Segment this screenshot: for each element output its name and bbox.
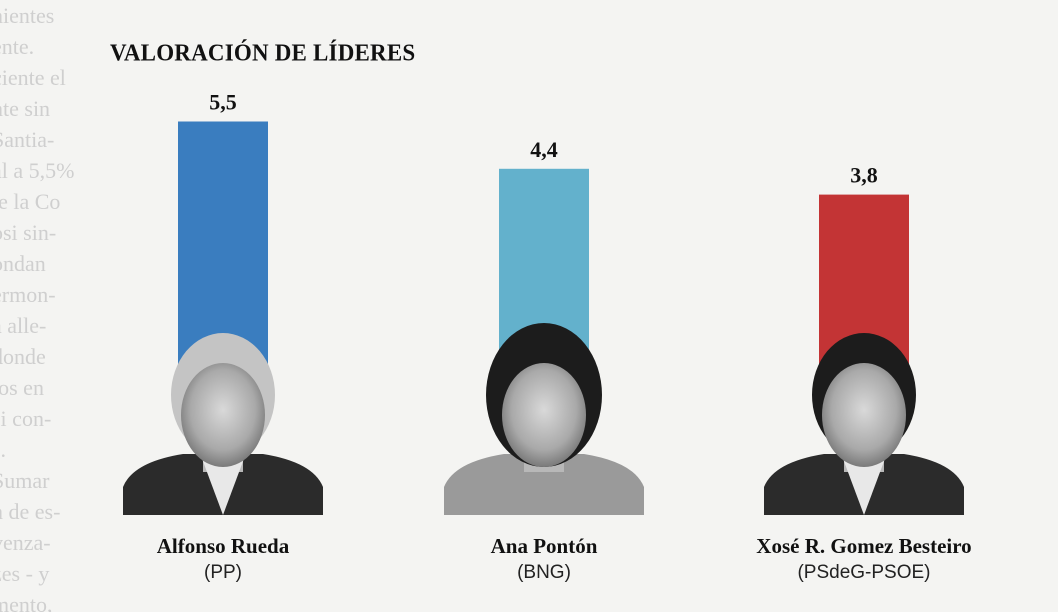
leader-name: Alfonso Rueda [156,534,290,558]
background-text-line: ente. [0,34,35,59]
chart-title: VALORACIÓN DE LÍDERES [110,39,416,66]
leader-name: Ana Pontón [490,534,598,558]
leader-name: Xosé R. Gomez Besteiro [756,534,972,558]
background-text-line: Sumar [0,468,50,493]
background-text-line: mento, [0,592,53,612]
leader-party: (PSdeG-PSOE) [797,562,931,583]
background-text-line: s. [0,437,7,462]
bar-value-label: 3,8 [850,163,878,188]
background-text-line: osi sin- [0,220,57,245]
background-text-line: n de es- [0,499,61,524]
background-text-line: tos en [0,375,44,400]
background-text-line: zes - y [0,561,50,586]
background-text-line: a alle- [0,313,47,338]
background-text-line: ermon- [0,282,56,307]
background-text-line: le la Co [0,189,61,214]
bar-value-label: 4,4 [530,137,558,162]
leader-portrait [444,323,644,515]
bar-value-label: 5,5 [209,90,237,115]
leader-party: (PP) [204,562,242,583]
leader-portrait [123,333,323,515]
background-newspaper-text: nientes ente. ciente el nte sin Santia-al a … [0,0,80,612]
background-text-line: al a 5,5% [0,158,75,183]
background-text-line: venza- [0,530,51,555]
leader-portrait [764,333,964,515]
background-text-line: si con- [0,406,52,431]
background-text-line: nte sin [0,96,51,121]
background-text-line: donde [0,344,46,369]
background-text-line: ciente el [0,65,66,90]
background-text-line: nientes [0,3,55,28]
leader-party: (BNG) [517,562,571,583]
background-text-line: Santia- [0,127,55,152]
background-text-line: ondan [0,251,46,276]
